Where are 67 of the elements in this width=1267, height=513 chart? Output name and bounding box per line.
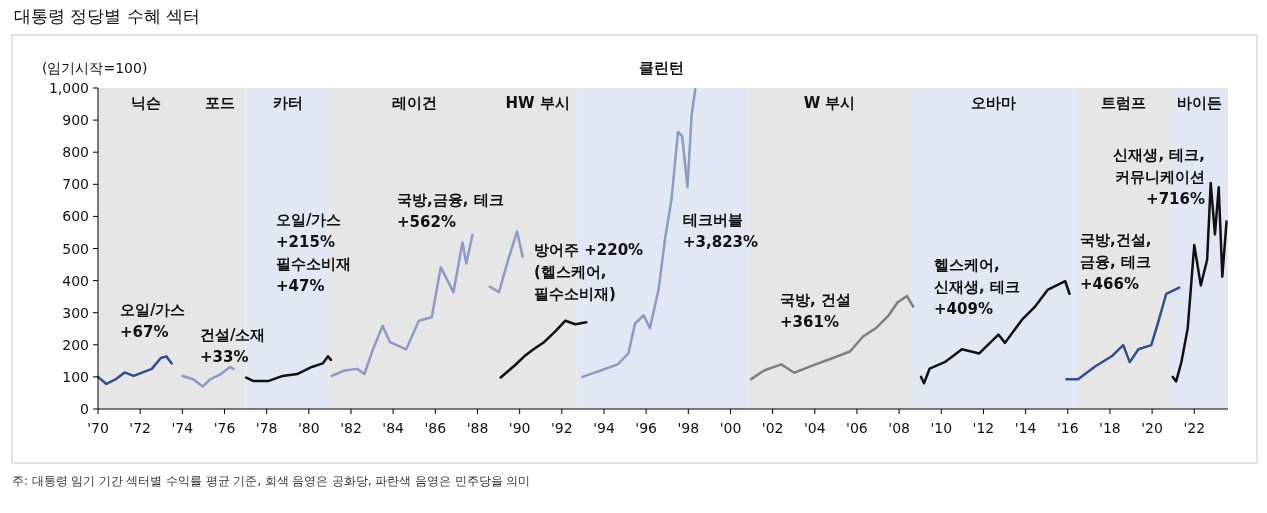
x-tick-label: '72 [129, 420, 151, 436]
y-tick-label: 900 [62, 112, 89, 129]
x-tick-label: '04 [803, 420, 826, 436]
y-tick-label: 1,000 [48, 80, 89, 96]
x-tick-label: '70 [87, 420, 109, 436]
x-tick-label: '88 [466, 420, 489, 436]
y-tick-label: 500 [62, 240, 89, 257]
annotation: 오일/가스 +215% 필수소비재 +47% [276, 211, 351, 295]
x-tick-label: '76 [213, 420, 236, 436]
x-tick-label: '90 [508, 420, 531, 436]
band-label: 레이건 [391, 94, 437, 112]
band-label: 트럼프 [1101, 94, 1147, 112]
line-series [488, 230, 524, 294]
band-label: 닉슨 [131, 94, 162, 112]
x-tick-label: '92 [550, 420, 573, 436]
x-tick-label: '02 [761, 420, 784, 436]
x-tick-label: '08 [888, 420, 910, 436]
band-label: 포드 [205, 94, 236, 112]
annotation: 오일/가스 +67% [120, 301, 186, 341]
line-series [749, 294, 915, 381]
y-tick-label: 600 [62, 208, 89, 225]
annotation: 국방, 건설 +361% [780, 291, 851, 331]
x-tick-label: '74 [171, 420, 194, 436]
x-tick-label: '18 [1099, 420, 1121, 436]
x-tick-label: '84 [382, 420, 405, 436]
x-tick-label: '22 [1183, 420, 1206, 436]
annotation: 헬스케어, 신재생, 테크 +409% [934, 256, 1020, 318]
y-tick-label: 800 [62, 144, 89, 161]
band-label: 오바마 [971, 94, 1017, 112]
annotation: 테크버블 +3,823% [683, 211, 759, 251]
annotation: 국방,금융, 테크 +562% [397, 191, 504, 231]
x-tick-label: '20 [1141, 420, 1163, 436]
line-series [919, 279, 1071, 385]
x-tick-label: '16 [1056, 420, 1079, 436]
y-tick-label: 200 [62, 336, 89, 353]
band-label: HW 부시 [505, 94, 570, 112]
line-series [181, 365, 235, 388]
annotation: 국방,건설, 금융, 테크 +466% [1080, 231, 1152, 293]
y-tick-label: 700 [62, 176, 89, 193]
chart-title: 대통령 정당별 수혜 섹터 [14, 6, 201, 26]
x-tick-label: '78 [255, 420, 278, 436]
band-label: 바이든 [1177, 94, 1223, 112]
x-tick-label: '10 [930, 420, 953, 436]
x-tick-label: '00 [719, 420, 742, 436]
x-tick-label: '98 [677, 420, 700, 436]
x-tick-label: '06 [846, 420, 868, 436]
x-tick-label: '86 [424, 420, 447, 436]
y-tick-label: 400 [62, 272, 89, 289]
annotation: 건설/소재 +33% [200, 326, 266, 366]
annotation: 방어주 +220% (헬스케어, 필수소비재) [534, 241, 644, 303]
annotation: 신재생, 테크, 커뮤니케이션 +716% [1113, 146, 1205, 208]
y-axis-title: (임기시작=100) [42, 60, 148, 76]
band-label: W 부시 [803, 94, 856, 112]
y-tick-label: 100 [62, 368, 89, 385]
x-tick-label: '14 [1014, 420, 1037, 436]
band-label: 클린턴 [639, 59, 685, 77]
y-tick-label: 300 [62, 304, 89, 321]
x-tick-label: '96 [635, 420, 658, 436]
x-tick-label: '94 [593, 420, 615, 436]
text: 주: 대통령 임기 기간 섹터별 수익률 평균 기준, 회색 음영은 공화당, 파란색 음영은 민주당을 의미 [12, 474, 531, 488]
y-tick-label: 0 [80, 401, 89, 417]
line-series [96, 355, 174, 386]
line-series [499, 319, 588, 379]
x-tick-label: '12 [972, 420, 995, 436]
x-tick-label: '82 [340, 420, 362, 436]
band-label: 카터 [272, 94, 303, 112]
x-tick-label: '80 [297, 420, 320, 436]
